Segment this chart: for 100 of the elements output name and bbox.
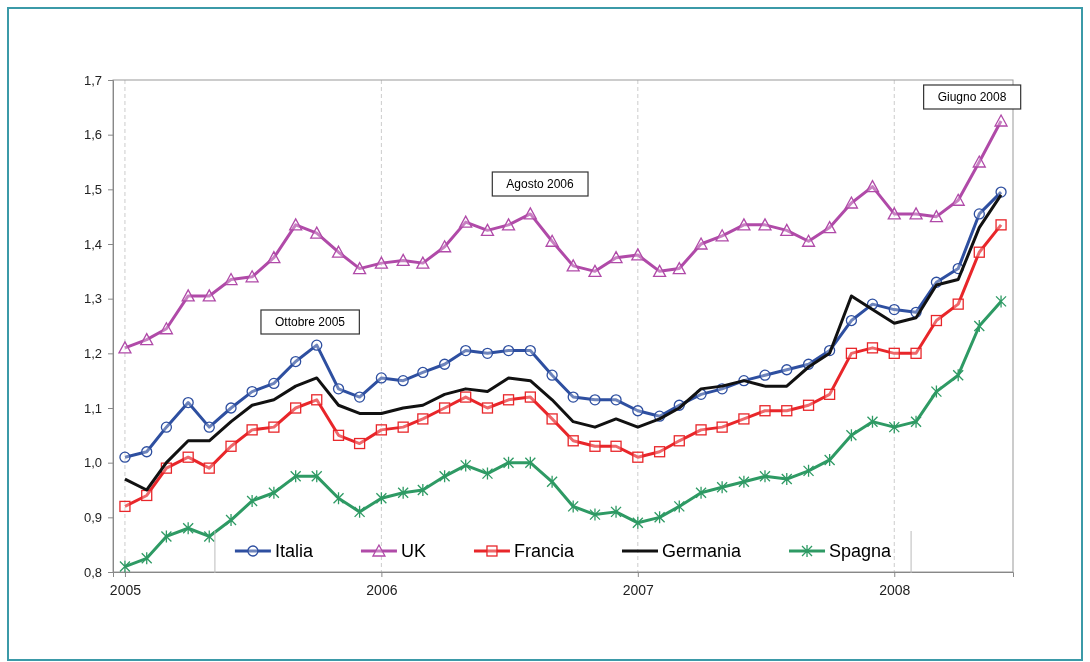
point — [695, 486, 707, 500]
point — [502, 456, 515, 470]
point — [780, 223, 794, 236]
point — [480, 223, 495, 236]
point — [930, 384, 943, 399]
x-tick-label: 2006 — [366, 581, 398, 598]
point — [268, 486, 280, 500]
point — [524, 456, 536, 470]
point — [224, 272, 238, 286]
point — [609, 251, 623, 264]
point — [887, 207, 901, 220]
point — [994, 114, 1008, 127]
annotation: Agosto 2006 — [506, 177, 575, 191]
point — [438, 402, 451, 414]
point — [119, 559, 131, 574]
point — [397, 486, 409, 500]
point — [437, 240, 452, 253]
point — [695, 424, 707, 436]
point — [632, 451, 644, 463]
point — [588, 264, 602, 277]
point — [973, 319, 985, 333]
point — [353, 437, 366, 450]
point — [524, 391, 536, 403]
point — [866, 415, 879, 429]
y-tick-label: 0,9 — [83, 509, 102, 525]
point — [311, 394, 323, 406]
point — [758, 218, 772, 231]
point — [352, 261, 367, 275]
point — [759, 405, 771, 417]
y-tick-label: 1,1 — [83, 400, 102, 416]
point — [567, 435, 579, 447]
point — [610, 394, 622, 406]
y-tick-label: 1,2 — [83, 345, 102, 361]
point — [866, 342, 879, 354]
point — [203, 421, 215, 433]
point — [715, 229, 729, 242]
annotation: Ottobre 2005 — [274, 315, 346, 329]
point — [182, 396, 194, 409]
point — [566, 259, 580, 272]
point — [396, 253, 410, 267]
y-tick-label: 1,4 — [83, 236, 102, 252]
point — [909, 207, 923, 220]
point — [311, 469, 323, 483]
point — [481, 402, 494, 414]
point — [374, 256, 389, 269]
point — [502, 344, 515, 357]
y-tick-label: 0,8 — [83, 564, 102, 580]
point — [246, 385, 258, 398]
point — [673, 435, 685, 447]
point — [225, 440, 237, 452]
point — [632, 405, 644, 417]
point — [845, 428, 858, 442]
annotation: Giugno 2008 — [937, 90, 1007, 104]
point — [181, 289, 195, 302]
point — [888, 347, 900, 359]
point — [141, 551, 153, 565]
point — [118, 341, 132, 354]
point — [332, 491, 345, 505]
point — [353, 391, 366, 403]
point — [460, 391, 472, 403]
point — [802, 399, 815, 411]
point — [845, 314, 858, 327]
point — [267, 251, 281, 264]
point — [973, 208, 985, 220]
point — [141, 489, 153, 502]
point — [929, 210, 944, 223]
point — [268, 377, 280, 390]
point — [460, 458, 472, 473]
point — [673, 499, 685, 514]
point — [546, 475, 558, 489]
point — [737, 218, 751, 231]
x-tick-label: 2008 — [879, 581, 911, 598]
point — [375, 372, 388, 384]
point — [653, 446, 666, 458]
point — [823, 453, 836, 467]
point — [182, 451, 194, 463]
point — [632, 516, 644, 530]
point — [781, 364, 793, 376]
point — [202, 289, 216, 302]
point — [481, 466, 494, 481]
point — [332, 429, 345, 441]
point — [910, 415, 922, 429]
point — [331, 245, 346, 258]
point — [375, 491, 388, 505]
x-tick-label: 2007 — [622, 581, 655, 598]
point — [119, 451, 131, 463]
point — [589, 507, 601, 522]
point — [672, 261, 686, 275]
point — [952, 298, 964, 310]
point — [203, 462, 215, 474]
point — [546, 413, 558, 425]
point — [397, 421, 409, 433]
point — [545, 234, 559, 247]
legend-label: Italia — [274, 541, 314, 561]
point — [160, 529, 173, 544]
point — [246, 424, 258, 436]
point — [438, 358, 451, 370]
point — [951, 193, 965, 206]
y-tick-label: 1,5 — [83, 181, 102, 197]
point — [716, 421, 728, 433]
